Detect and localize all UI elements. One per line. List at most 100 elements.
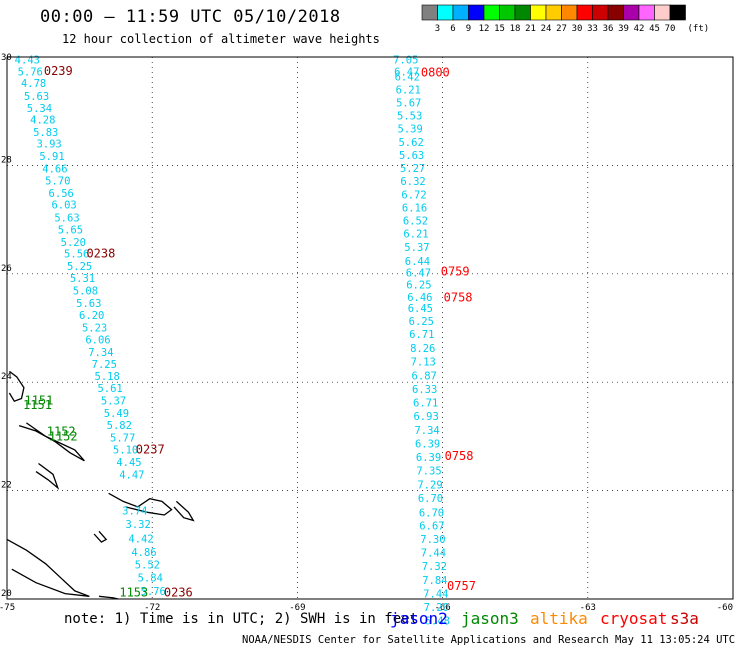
chart-subtitle: 12 hour collection of altimeter wave hei… xyxy=(62,32,380,46)
swh-value-label: 7.32 xyxy=(422,561,447,573)
pass-time-label: 0239 xyxy=(44,64,73,78)
swh-value-label: 5.76 xyxy=(18,67,43,79)
swh-value-label: 5.31 xyxy=(70,273,95,285)
swh-value-label: 6.71 xyxy=(409,329,434,341)
swh-value-label: 3.93 xyxy=(36,139,61,151)
color-scale-label: 21 xyxy=(525,24,536,34)
x-tick-label: -66 xyxy=(434,603,450,613)
swh-value-label: 6.45 xyxy=(408,303,433,315)
swh-value-label: 5.91 xyxy=(39,151,64,163)
swh-value-label: 6.21 xyxy=(396,85,421,97)
chart-footer: NOAA/NESDIS Center for Satellite Applica… xyxy=(242,634,740,646)
pass-time-label: 0759 xyxy=(441,265,470,279)
island-outline xyxy=(93,530,108,543)
color-scale-label: 12 xyxy=(479,24,490,34)
plot-frame xyxy=(6,56,734,600)
color-scale-swatch xyxy=(654,4,671,21)
swh-value-label: 6.39 xyxy=(416,452,441,464)
swh-value-label: 5.63 xyxy=(76,298,101,310)
swh-value-label: 4.86 xyxy=(131,547,156,559)
color-scale-swatch xyxy=(499,4,516,21)
island-outline xyxy=(6,538,90,597)
legend-s3a: s3a xyxy=(670,609,699,628)
swh-value-label: 5.65 xyxy=(58,224,83,236)
swh-value-label: 6.03 xyxy=(51,199,76,211)
color-scale-swatch xyxy=(421,4,438,21)
swh-value-label: 5.52 xyxy=(135,559,160,571)
swh-value-label: 7.34 xyxy=(414,425,439,437)
pass-time-label: 0800 xyxy=(421,66,450,80)
swh-value-label: 5.37 xyxy=(101,396,126,408)
swh-value-label: 6.56 xyxy=(49,188,74,200)
axis-ticks: -75 -72 -69 -66 -63 -60 20 22 24 26 28 30 xyxy=(0,53,733,613)
color-scale-label: 39 xyxy=(618,24,629,34)
swh-value-label: 6.70 xyxy=(419,507,444,519)
swh-value-label: 6.70 xyxy=(418,493,443,505)
swh-value-label: 7.05 xyxy=(393,55,418,67)
swh-value-label: 5.53 xyxy=(397,111,422,123)
swh-value-label: 6.16 xyxy=(402,203,427,215)
swh-value-label: 5.63 xyxy=(399,150,424,162)
swh-value-label: 6.44 xyxy=(405,256,430,268)
color-scale-swatch xyxy=(638,4,655,21)
island-outline xyxy=(108,492,173,516)
swh-value-label: 5.49 xyxy=(104,408,129,420)
pass-time-label: 1152 xyxy=(47,425,76,439)
swh-value-label: 6.42 xyxy=(395,72,420,84)
color-scale-swatch xyxy=(437,4,454,21)
legend-jason2: jason2 xyxy=(390,609,448,628)
pass-time-label: 1151 xyxy=(24,394,53,408)
pass-time-label: 0758 xyxy=(445,449,474,463)
color-scale-swatch xyxy=(576,4,593,21)
y-tick-label: 24 xyxy=(1,372,12,382)
pass-time-label: 1151 xyxy=(23,398,52,412)
color-scale-label: 18 xyxy=(510,24,521,34)
swh-value-label: 7.29 xyxy=(417,480,442,492)
color-scale-swatch xyxy=(607,4,624,21)
swh-value-label: 5.76 xyxy=(141,586,166,598)
pass-time-label: 0236 xyxy=(164,585,193,599)
swh-value-label: 5.39 xyxy=(398,124,423,136)
color-scale-swatch xyxy=(468,4,485,21)
swh-value-label: 5.84 xyxy=(138,572,163,584)
legend-jason3: jason3 xyxy=(461,609,519,628)
color-scale-label: 45 xyxy=(649,24,660,34)
swh-value-label: 5.18 xyxy=(95,371,120,383)
swh-value-label: 6.21 xyxy=(403,229,428,241)
island-outline xyxy=(8,370,25,402)
land-outlines xyxy=(6,370,195,600)
swh-value-label: 6.71 xyxy=(413,397,438,409)
color-scale-label: 30 xyxy=(572,24,583,34)
y-tick-label: 26 xyxy=(1,264,12,274)
x-tick-label: -75 xyxy=(0,603,15,613)
y-tick-label: 20 xyxy=(1,589,12,599)
wave-height-points: 4.435.764.785.635.344.285.833.935.914.66… xyxy=(15,55,450,628)
swh-value-label: 6.87 xyxy=(412,371,437,383)
x-tick-label: -72 xyxy=(144,603,160,613)
swh-value-label: 6.06 xyxy=(85,334,110,346)
swh-value-label: 5.23 xyxy=(82,322,107,334)
color-scale-label: 70 xyxy=(665,24,676,34)
swh-value-label: 3.32 xyxy=(126,519,151,531)
pass-time-label: 0758 xyxy=(444,291,473,305)
color-scale-label: 15 xyxy=(494,24,505,34)
color-scale-label: 42 xyxy=(634,24,645,34)
swh-value-label: 5.82 xyxy=(107,420,132,432)
x-tick-label: -63 xyxy=(580,603,596,613)
swh-value-label: 5.25 xyxy=(67,261,92,273)
swh-value-label: 5.67 xyxy=(396,98,421,110)
swh-value-label: 7.44 xyxy=(423,589,448,601)
y-tick-label: 30 xyxy=(1,53,12,63)
pass-time-label: 1153 xyxy=(119,585,148,599)
swh-value-label: 5.56 xyxy=(64,249,89,261)
legend-cryosat: cryosat xyxy=(600,609,668,628)
swh-value-label: 5.61 xyxy=(97,383,122,395)
swh-value-label: 5.62 xyxy=(398,137,423,149)
x-tick-label: -60 xyxy=(717,603,733,613)
swh-value-label: 7.44 xyxy=(421,547,446,559)
pass-time-label: 1152 xyxy=(49,429,78,443)
swh-value-label: 4.42 xyxy=(128,533,153,545)
swh-value-label: 6.48 xyxy=(425,616,450,628)
